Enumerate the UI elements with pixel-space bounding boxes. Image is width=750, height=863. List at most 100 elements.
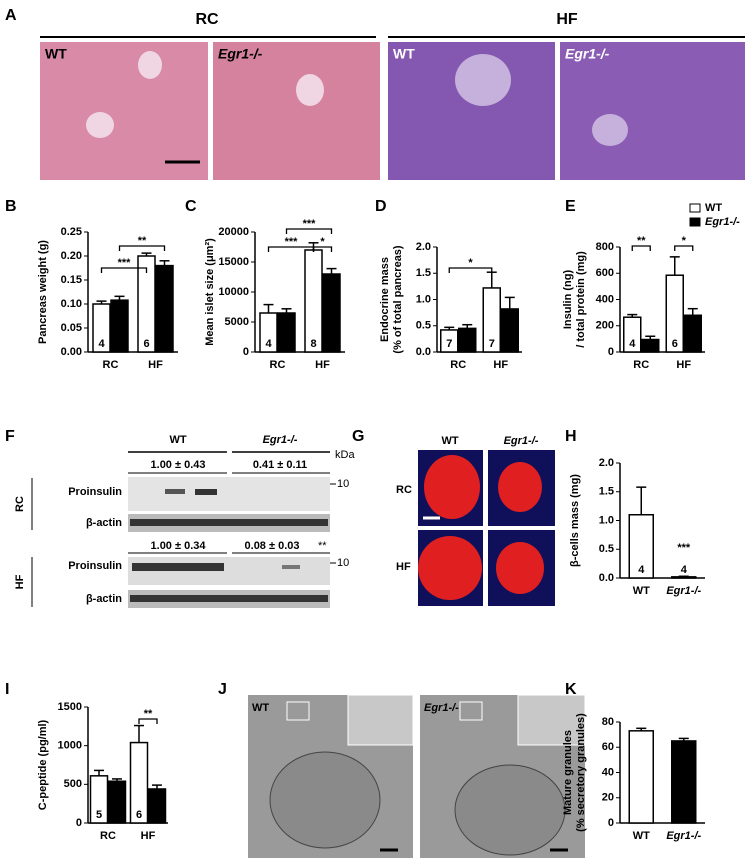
significance: * [682,235,687,247]
bar [110,299,129,353]
y-tick-label: 80 [602,716,614,728]
panel-letter: E [565,198,576,215]
islet [296,74,324,106]
n-label: 4 [116,338,123,350]
panel-letter: B [5,198,17,215]
y-axis-label: Insulin (ng) [562,270,574,330]
row-label: RC [396,484,412,496]
column-label: WT [169,434,186,446]
panel-letter: J [218,681,227,698]
y-tick-label: 0 [608,817,614,829]
significance-bracket [138,718,158,724]
significance: ** [637,235,646,247]
blot [128,477,330,511]
x-tick-label: RC [103,359,119,371]
y-tick-label: 0.5 [416,320,431,332]
panel-letter: F [5,428,15,445]
n-label: 6 [143,338,149,350]
panel-letter: G [352,428,364,445]
panel-letter: K [565,681,577,698]
row-group: HF [14,574,26,589]
significance-bracket [631,245,651,251]
n-label: 10 [687,338,699,350]
blot-band [282,565,300,569]
y-tick-label: 1000 [58,740,82,752]
y-tick-label: 0.15 [61,274,82,286]
n-label: 5 [96,809,102,821]
n-label: 7 [446,338,452,350]
legend-label: Egr1-/- [705,216,740,228]
histology-image [213,42,380,180]
bar [147,788,167,824]
x-tick-label: RC [100,830,116,842]
n-label: 7 [507,338,513,350]
x-tick-label: Egr1-/- [666,830,701,842]
y-tick-label: 0.0 [599,572,614,584]
y-tick-label: 15000 [218,256,249,268]
image-label: WT [45,46,67,62]
y-tick-label: 0.00 [61,346,82,358]
ratio: 1.00 ± 0.34 [151,540,207,552]
significance-bracket [674,245,694,251]
n-label: 4 [647,338,654,350]
significance-bracket [285,228,333,234]
y-tick-label: 800 [596,241,614,253]
row-group: RC [14,496,26,512]
bar [683,314,702,353]
row-label: β-actin [86,593,122,605]
y-tick-label: 0 [608,346,614,358]
inset-box [459,701,483,721]
blot-band [195,489,217,495]
y-tick-label: 0.0 [416,346,431,358]
y-axis-label: Mature granules [562,730,574,815]
islet [455,54,511,106]
y-tick-label: 0.25 [61,226,82,238]
y-tick-label: 1.5 [416,267,431,279]
nucleus [269,751,381,849]
column-label: Egr1-/- [504,435,539,447]
ratio: 1.00 ± 0.43 [151,459,206,471]
x-tick-label: HF [141,830,156,842]
ratio: 0.41 ± 0.11 [253,459,307,471]
significance: *** [118,257,132,269]
bar [259,312,278,353]
panel-letter: D [375,198,387,215]
inset-box [286,701,310,721]
significance-bracket [312,246,333,252]
n-label: 11 [159,338,171,350]
bar [304,249,323,353]
n-label: 5 [114,809,120,821]
bar [137,255,156,353]
significance: * [468,257,473,269]
islet [496,542,544,594]
bar [623,316,642,353]
marker: 10 [337,478,349,490]
bar [482,287,501,353]
nucleus [454,764,566,856]
bar [665,274,684,353]
y-axis-label: (% of total pancreas) [392,245,404,354]
islet [418,536,482,600]
marker: 10 [337,557,349,569]
panel-letter: H [565,428,577,445]
n-label: 4 [265,338,272,350]
significance: * [682,796,687,808]
legend-swatch [689,217,701,227]
y-tick-label: 0.10 [61,298,82,310]
y-tick-label: 1.5 [599,486,614,498]
row-label: β-actin [86,517,122,529]
n-label: 7 [489,338,495,350]
significance: *** [303,218,317,230]
x-tick-label: RC [633,359,649,371]
x-tick-label: HF [676,359,691,371]
n-label: 8 [328,338,334,350]
n-label: 8 [310,338,316,350]
image-label: Egr1-/- [565,46,610,62]
y-tick-label: 1.0 [599,514,614,526]
row-label: Proinsulin [68,560,122,572]
histology-image [40,42,208,180]
image-label: Egr1-/- [218,46,263,62]
x-tick-label: RC [450,359,466,371]
y-tick-label: 10000 [218,286,249,298]
panel-letter: I [5,681,9,698]
